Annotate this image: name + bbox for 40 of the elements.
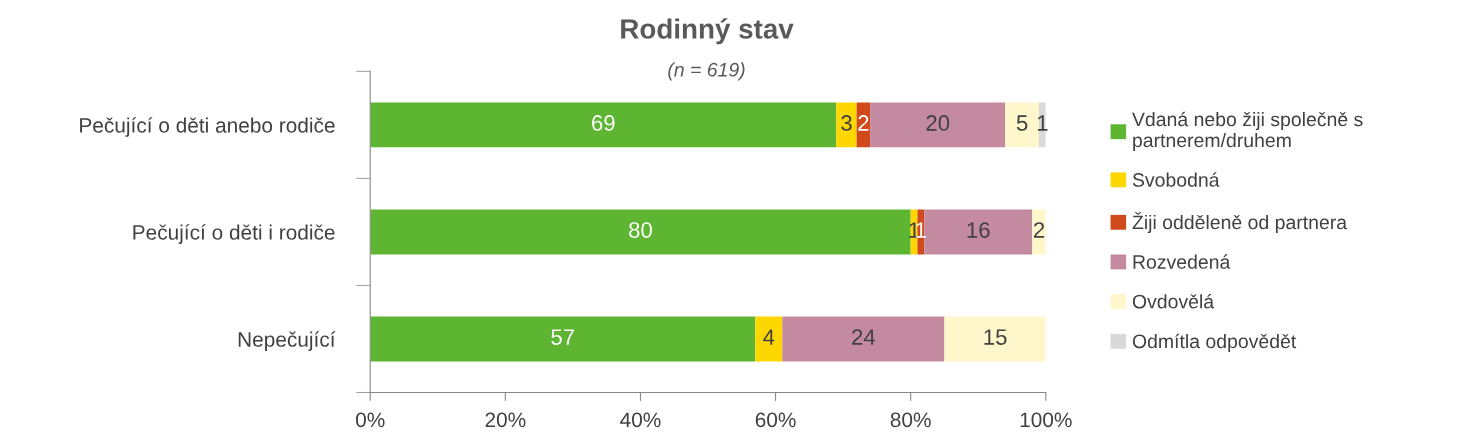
x-tick-label: 100% (1020, 412, 1072, 428)
legend-label: Ovdovělá (1132, 293, 1215, 309)
data-label: 2 (858, 115, 869, 131)
bar (370, 209, 911, 255)
chart-subtitle: (n = 619) (668, 62, 745, 81)
bar (370, 316, 756, 362)
chart-title: Rodinný stav (621, 18, 794, 45)
bar (870, 102, 1006, 148)
x-tick-label: 80% (890, 412, 931, 428)
data-label: 57 (551, 329, 574, 345)
legend-label: Odmítla odpovědět (1132, 333, 1297, 353)
bar (1005, 102, 1040, 148)
data-label: 4 (763, 329, 775, 345)
data-label: 5 (1016, 115, 1028, 131)
bar (370, 102, 837, 148)
bar (836, 102, 857, 148)
data-label: 20 (926, 115, 950, 131)
data-label: 15 (984, 329, 1007, 345)
x-tick-label: 0% (355, 412, 385, 428)
data-label: 16 (967, 222, 990, 238)
y-tick-label: Pečující o děti i rodiče (133, 224, 335, 244)
data-label: 69 (592, 115, 615, 131)
data-label: 24 (852, 329, 876, 345)
bar (782, 316, 945, 362)
data-label: 1 (1037, 115, 1048, 131)
x-tick-label: 40% (620, 412, 661, 428)
bar (944, 316, 1046, 362)
y-tick-label: Pečující o děti anebo rodiče (80, 117, 335, 137)
bar (924, 209, 1033, 255)
x-tick-label: 20% (485, 412, 526, 428)
legend-label: Svobodná (1132, 172, 1220, 187)
data-label: 3 (841, 115, 852, 131)
legend-label: Rozvedená (1133, 254, 1231, 269)
y-tick-label: Nepečující (238, 331, 336, 351)
x-tick-label: 60% (755, 412, 796, 428)
legend-label: Žiji odděleně od partnera (1132, 212, 1348, 234)
bar (755, 316, 783, 362)
data-label: 2 (1033, 222, 1045, 238)
legend-label: Vdaná nebo žiji společně s partnerem/druhem (1132, 111, 1363, 152)
data-label: 80 (629, 222, 652, 238)
